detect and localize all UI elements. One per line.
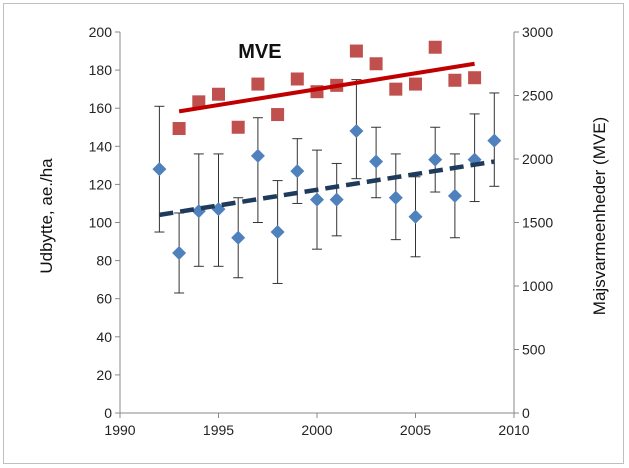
mve-point bbox=[172, 122, 186, 136]
chart-frame bbox=[3, 3, 624, 464]
mve-point bbox=[448, 73, 462, 87]
y2-tick-label: 500 bbox=[522, 342, 546, 358]
y2-tick-label: 0 bbox=[522, 405, 530, 421]
y2-tick-label: 1500 bbox=[522, 215, 553, 231]
y-tick-label: 40 bbox=[96, 329, 112, 345]
y-tick-label: 160 bbox=[89, 100, 113, 116]
mve-point bbox=[428, 40, 442, 54]
y-tick-label: 200 bbox=[89, 24, 113, 40]
mve-point bbox=[271, 108, 285, 122]
chart-marks: MVE bbox=[152, 40, 502, 294]
y-tick-label: 100 bbox=[89, 215, 113, 231]
x-tick-label: 1990 bbox=[104, 422, 135, 438]
y2-tick-label: 3000 bbox=[522, 24, 553, 40]
yield-point bbox=[447, 188, 462, 203]
y-tick-label: 80 bbox=[96, 253, 112, 269]
yield-point bbox=[231, 230, 246, 245]
mve-point bbox=[389, 82, 403, 96]
mve-point bbox=[212, 87, 225, 101]
mve-point bbox=[369, 57, 383, 71]
mve-trendline bbox=[178, 61, 475, 114]
yield-point bbox=[369, 154, 384, 169]
y-tick-label: 120 bbox=[89, 176, 113, 192]
y2-tick-label: 1000 bbox=[522, 278, 553, 294]
x-tick-label: 1995 bbox=[203, 422, 234, 438]
yield-point bbox=[172, 245, 187, 260]
yield-point bbox=[310, 192, 324, 207]
y-tick-label: 60 bbox=[96, 291, 112, 307]
x-tick-label: 2000 bbox=[301, 422, 332, 438]
mve-point bbox=[251, 77, 265, 91]
mve-point bbox=[349, 44, 363, 58]
yield-point bbox=[487, 133, 502, 148]
y2-tick-label: 2000 bbox=[522, 151, 553, 167]
x-tick-label: 2010 bbox=[498, 422, 529, 438]
mve-point bbox=[231, 120, 245, 134]
yield-point bbox=[270, 225, 285, 240]
yield-point bbox=[428, 152, 443, 167]
yield-point bbox=[408, 209, 423, 224]
y2-axis-title: Majsvarmeenheder (MVE) bbox=[590, 117, 609, 315]
yield-point bbox=[329, 192, 344, 207]
yield-point bbox=[349, 124, 364, 139]
yield-trendline bbox=[159, 159, 495, 218]
mve-point bbox=[290, 72, 304, 86]
mve-point bbox=[192, 95, 206, 109]
yield-point bbox=[290, 164, 305, 179]
axes: 0204060801001201401601802000500100015002… bbox=[89, 24, 554, 438]
y-tick-label: 180 bbox=[89, 62, 113, 78]
mve-point bbox=[468, 71, 482, 85]
y-tick-label: 140 bbox=[89, 138, 113, 154]
y-tick-label: 0 bbox=[104, 405, 112, 421]
yield-point bbox=[250, 148, 265, 163]
y-tick-label: 20 bbox=[96, 367, 112, 383]
yield-point bbox=[388, 190, 403, 205]
x-tick-label: 2005 bbox=[400, 422, 431, 438]
mve-point bbox=[409, 77, 422, 91]
y2-tick-label: 2500 bbox=[522, 88, 553, 104]
annotation-label: MVE bbox=[238, 41, 281, 63]
y-axis-title: Udbytte, ae./ha bbox=[37, 158, 56, 274]
yield-point bbox=[152, 162, 167, 177]
